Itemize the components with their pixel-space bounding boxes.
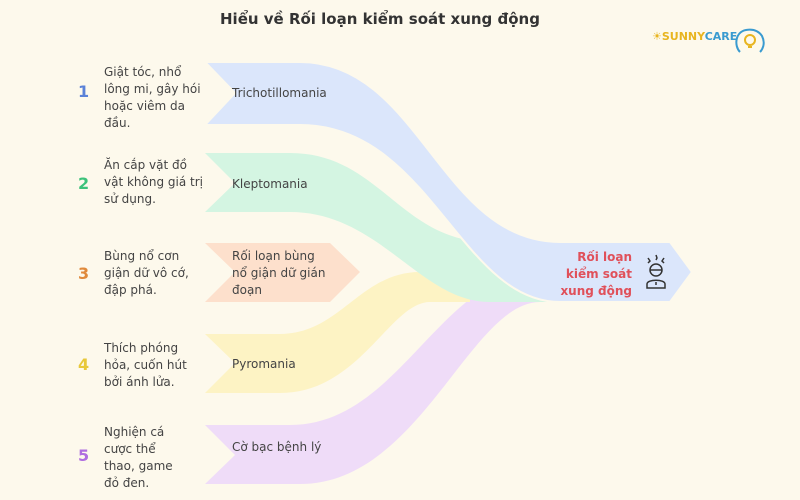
brain-lightbulb-logo: [735, 28, 765, 53]
item-label: Pyromania: [232, 357, 296, 371]
item-description: Giật tóc, nhổ lông mi, gây hói hoặc viêm…: [104, 65, 201, 130]
page-title: Hiểu về Rối loạn kiểm soát xung động: [220, 10, 540, 28]
item-description: Thích phóng hỏa, cuốn hút bởi ánh lửa.: [104, 341, 187, 389]
item-label: Kleptomania: [232, 177, 308, 191]
item-description: Ăn cắp vặt đồ vật không giá trị sử dụng.: [104, 158, 203, 206]
item-number: 1: [78, 82, 90, 101]
item-label: Rối loạn bùng nổ giận dữ gián đoạn: [232, 249, 326, 297]
sunnycare-logo: ☀SUNNYCARE: [652, 30, 738, 43]
stressed-person-icon: [646, 254, 666, 289]
item-description: Bùng nổ cơn giận dữ vô cớ, đập phá.: [104, 249, 189, 297]
target-label: Rối loạn kiểm soát xung động: [560, 250, 632, 298]
band-trichotillomania: [202, 61, 694, 303]
band-pathological-gambling: [205, 272, 560, 484]
band-intermittent-explosive-disorder: [205, 243, 360, 302]
band-kleptomania: [205, 153, 560, 302]
item-number: 2: [78, 174, 90, 193]
item-number: 3: [78, 264, 90, 283]
item-label: Trichotillomania: [232, 86, 327, 100]
item-label: Cờ bạc bệnh lý: [232, 440, 322, 454]
item-description: Nghiện cá cược thể thao, game đỏ đen.: [104, 425, 173, 490]
item-number: 5: [78, 446, 90, 465]
item-number: 4: [78, 355, 90, 374]
band-pyromania: [205, 272, 470, 393]
